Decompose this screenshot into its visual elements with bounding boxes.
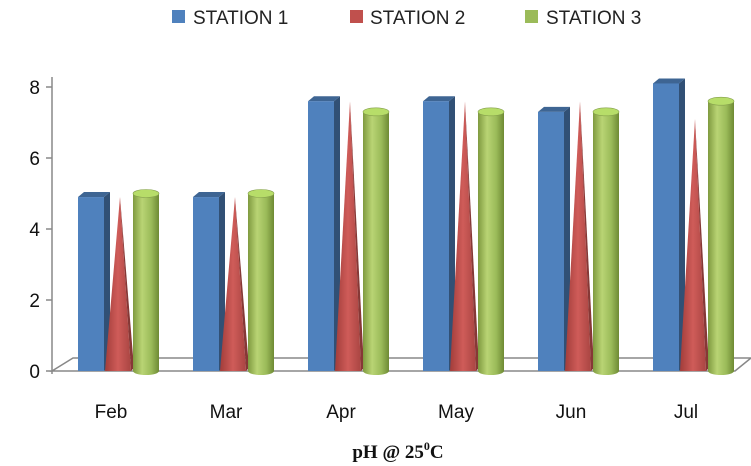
bar-front bbox=[78, 197, 104, 371]
y-tick-label: 8 bbox=[29, 78, 40, 99]
bar-pyramid-side bbox=[235, 197, 249, 371]
bar-station-2-may bbox=[450, 101, 479, 371]
x-axis-title: pH @ 250C bbox=[352, 439, 443, 463]
legend-label-station-2: STATION 2 bbox=[370, 8, 465, 29]
bar-side bbox=[679, 78, 685, 371]
bar-cylinder-base bbox=[478, 367, 504, 375]
bar-station-3-may bbox=[477, 107, 505, 375]
bar-cylinder-top bbox=[362, 107, 390, 117]
bar-pyramid bbox=[565, 101, 591, 371]
bar-front bbox=[653, 83, 679, 371]
bar-cylinder-body bbox=[593, 111, 619, 371]
plot-area bbox=[78, 78, 735, 375]
x-axis-ticks: Feb Mar Apr May Jun Jul bbox=[95, 402, 699, 423]
y-tick-label: 4 bbox=[29, 220, 40, 241]
bar-cylinder-body bbox=[133, 193, 159, 371]
bar-station-3-jul bbox=[707, 96, 735, 375]
bar-cylinder-body bbox=[708, 101, 734, 371]
y-tick-label: 2 bbox=[29, 291, 40, 312]
bar-pyramid-side bbox=[465, 101, 479, 371]
bar-cylinder-base bbox=[248, 367, 274, 375]
bar-pyramid bbox=[680, 118, 706, 371]
x-tick-label: Jul bbox=[674, 402, 698, 423]
bar-pyramid bbox=[105, 197, 131, 371]
x-tick-label: Apr bbox=[326, 402, 356, 423]
legend-label-station-1: STATION 1 bbox=[193, 8, 288, 29]
x-tick-label: Jun bbox=[556, 402, 587, 423]
bar-pyramid bbox=[450, 101, 476, 371]
x-axis-title-suffix: C bbox=[430, 442, 444, 463]
bar-top bbox=[538, 106, 570, 112]
bar-side bbox=[564, 106, 570, 371]
bar-front bbox=[538, 111, 564, 371]
bar-station-1-mar bbox=[193, 192, 225, 371]
bar-top bbox=[193, 192, 225, 198]
bar-pyramid bbox=[335, 101, 361, 371]
bar-cylinder-base bbox=[133, 367, 159, 375]
bar-front bbox=[193, 197, 219, 371]
x-axis-title-main: pH @ 25 bbox=[352, 442, 424, 463]
bar-station-2-jun bbox=[565, 101, 594, 371]
x-tick-label: Mar bbox=[210, 402, 243, 423]
bar-cylinder-top bbox=[477, 107, 505, 117]
bar-side bbox=[334, 96, 340, 371]
bar-cylinder-base bbox=[363, 367, 389, 375]
bar-station-2-jul bbox=[680, 118, 709, 371]
bar-cylinder-top bbox=[592, 107, 620, 117]
bar-station-3-jun bbox=[592, 107, 620, 375]
bar-front bbox=[308, 101, 334, 371]
bar-station-2-apr bbox=[335, 101, 364, 371]
bar-cylinder-top bbox=[247, 189, 275, 198]
bar-station-2-mar bbox=[220, 197, 249, 371]
legend-swatch-station-1 bbox=[172, 10, 185, 23]
x-tick-label: May bbox=[438, 402, 474, 423]
bar-pyramid-side bbox=[350, 101, 364, 371]
bar-top bbox=[653, 78, 685, 84]
y-tick-label: 0 bbox=[29, 362, 40, 383]
legend-swatch-station-2 bbox=[350, 10, 363, 23]
bar-pyramid-side bbox=[580, 101, 594, 371]
bar-cylinder-top bbox=[132, 189, 160, 198]
bar-station-1-apr bbox=[308, 96, 340, 371]
legend: STATION 1 STATION 2 STATION 3 bbox=[172, 8, 641, 29]
bar-cylinder-base bbox=[708, 367, 734, 375]
bar-side bbox=[219, 192, 225, 371]
bar-cylinder-body bbox=[363, 111, 389, 371]
bar-pyramid bbox=[220, 197, 246, 371]
bar-station-1-jul bbox=[653, 78, 685, 371]
bar-station-2-feb bbox=[105, 197, 134, 371]
bar-cylinder-base bbox=[593, 367, 619, 375]
y-axis-ticks: 0 2 4 6 8 bbox=[29, 78, 52, 383]
bar-side bbox=[104, 192, 110, 371]
bar-pyramid-side bbox=[695, 118, 709, 371]
legend-label-station-3: STATION 3 bbox=[546, 8, 641, 29]
bar-top bbox=[423, 96, 455, 102]
legend-swatch-station-3 bbox=[525, 10, 538, 23]
bar-side bbox=[449, 96, 455, 371]
bar-station-3-feb bbox=[132, 189, 160, 375]
bar-cylinder-body bbox=[478, 111, 504, 371]
x-axis-title-superscript: 0 bbox=[424, 439, 430, 453]
bar-top bbox=[78, 192, 110, 198]
y-tick-label: 6 bbox=[29, 149, 40, 170]
bar-station-3-mar bbox=[247, 189, 275, 375]
bar-station-1-feb bbox=[78, 192, 110, 371]
bar-top bbox=[308, 96, 340, 102]
bar-front bbox=[423, 101, 449, 371]
bar-pyramid-side bbox=[120, 197, 134, 371]
bar-cylinder-body bbox=[248, 193, 274, 371]
bar-station-1-jun bbox=[538, 106, 570, 371]
bar-station-3-apr bbox=[362, 107, 390, 375]
bar-cylinder-top bbox=[707, 96, 735, 106]
x-tick-label: Feb bbox=[95, 402, 128, 423]
bar-station-1-may bbox=[423, 96, 455, 371]
